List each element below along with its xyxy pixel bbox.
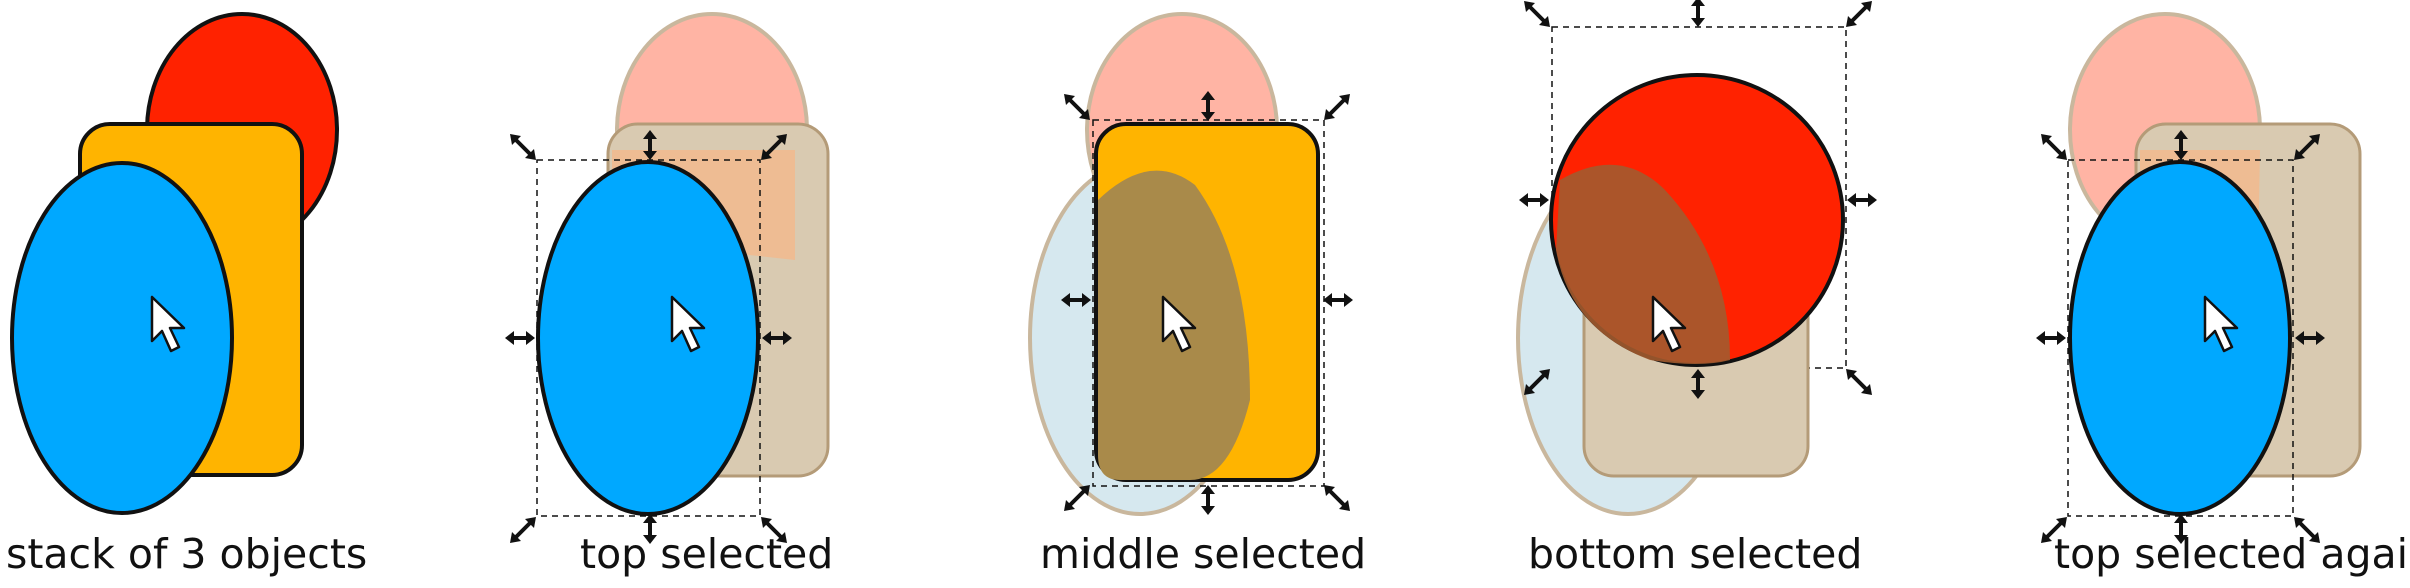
scale-handle-icon[interactable] <box>1844 0 1874 29</box>
panel-top-selected-again <box>2034 12 2362 546</box>
overlap-region <box>1556 164 1730 364</box>
scale-handle-icon[interactable] <box>1321 291 1355 309</box>
scale-handle-icon[interactable] <box>1845 191 1879 209</box>
scale-handle-icon[interactable] <box>1322 92 1352 122</box>
panel-middle-selected <box>1028 12 1355 517</box>
scale-handle-icon[interactable] <box>1689 0 1707 29</box>
scale-handle-icon[interactable] <box>508 515 538 545</box>
caption-bottom-selected: bottom selected <box>1528 530 1863 578</box>
panel-bottom-selected <box>1516 0 1879 516</box>
scale-handle-icon[interactable] <box>1199 483 1217 517</box>
scale-handle-icon[interactable] <box>1844 367 1874 397</box>
scale-handle-icon[interactable] <box>508 132 538 162</box>
scale-handle-icon[interactable] <box>2034 329 2068 347</box>
scale-handle-icon[interactable] <box>1522 0 1552 29</box>
caption-top-selected: top selected <box>580 530 834 578</box>
caption-stack: stack of 3 objects <box>6 530 368 578</box>
panel-stack <box>10 12 339 515</box>
caption-middle-selected: middle selected <box>1040 530 1367 578</box>
scale-handle-icon[interactable] <box>1062 92 1092 122</box>
blue-ellipse <box>536 160 760 516</box>
scale-handle-icon[interactable] <box>1322 483 1352 513</box>
scale-handle-icon[interactable] <box>1517 191 1551 209</box>
caption-top-selected-again: top selected again <box>2054 530 2410 578</box>
scale-handle-icon[interactable] <box>1062 483 1092 513</box>
scale-handle-icon[interactable] <box>503 329 537 347</box>
scale-handle-icon[interactable] <box>2039 132 2069 162</box>
blue-ellipse <box>2068 160 2292 516</box>
blue-ellipse <box>10 161 234 515</box>
panel-top-selected <box>503 12 830 546</box>
